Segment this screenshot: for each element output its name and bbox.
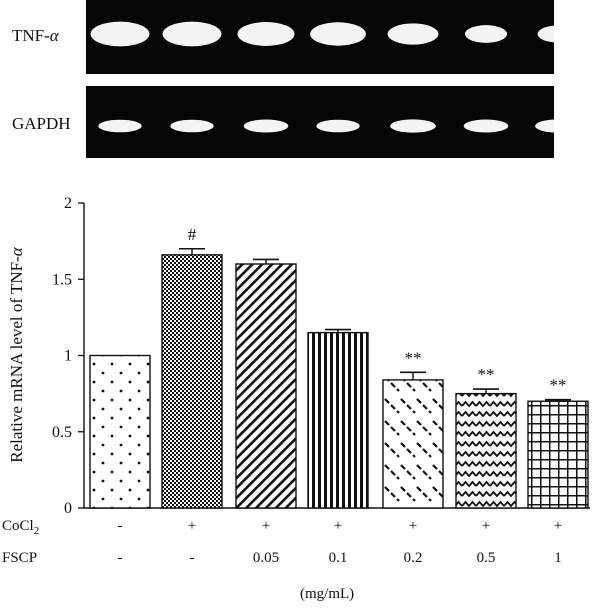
bars: # ** ** ** [89, 225, 589, 509]
gel-band [162, 21, 222, 47]
cocl2-value: + [481, 518, 491, 534]
gel-band [310, 22, 366, 46]
fscp-value: 0.2 [403, 550, 423, 566]
fscp-value: 0.1 [328, 550, 348, 566]
y-tick-label: 0 [64, 500, 72, 517]
y-axis-label: Relative mRNA level of TNF-α [7, 246, 26, 463]
gel-band [98, 119, 142, 133]
bar-1 [89, 354, 151, 509]
fscp-value: 0.5 [476, 550, 496, 566]
fscp-value: 0.05 [252, 550, 280, 566]
gel-band [464, 25, 508, 43]
gel-band [90, 21, 150, 47]
fscp-value: - [189, 550, 195, 566]
y-tick-label: 1.5 [52, 271, 72, 288]
gel-label-gapdh: GAPDH [12, 114, 71, 133]
gel-band [463, 119, 509, 133]
cocl2-value: + [408, 518, 418, 534]
cocl2-value: - [117, 518, 123, 534]
gel-band [316, 119, 360, 133]
bar-3 [235, 263, 297, 509]
significance-label: # [188, 225, 197, 244]
y-tick-label: 1 [64, 348, 72, 365]
bar-2 [161, 254, 223, 509]
bar-5 [382, 379, 444, 509]
bar-4 [307, 331, 369, 509]
unit-label: (mg/mL) [300, 586, 355, 602]
gel-band [243, 119, 289, 133]
gel-band [390, 119, 436, 133]
cocl2-value: + [333, 518, 343, 534]
gel-band [237, 22, 295, 46]
y-tick-label: 2 [64, 195, 72, 212]
fscp-value: - [117, 550, 123, 566]
cocl2-value: + [187, 518, 197, 534]
cocl2-value: + [261, 518, 271, 534]
gel-gapdh [86, 86, 581, 158]
cocl2-label: CoCl2 [2, 518, 40, 537]
fscp-label: FSCP [2, 550, 38, 566]
fscp-value: 1 [554, 550, 562, 566]
bar-6 [455, 392, 517, 509]
y-ticks: 0 0.5 1 1.5 2 [52, 195, 84, 517]
significance-label: ** [405, 348, 422, 367]
significance-label: ** [550, 376, 567, 395]
bar-7 [527, 400, 589, 509]
cocl2-value: + [553, 518, 563, 534]
gel-band [387, 23, 439, 45]
significance-label: ** [478, 365, 495, 384]
gel-band [170, 119, 214, 133]
y-tick-label: 0.5 [52, 424, 72, 441]
gel-label-tnf-alpha: TNF-α [12, 26, 59, 45]
